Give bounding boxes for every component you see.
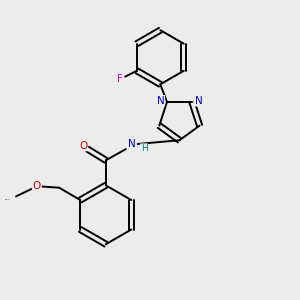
Text: H: H — [141, 144, 148, 153]
Text: O: O — [79, 141, 87, 151]
Text: O: O — [33, 181, 41, 191]
Text: methoxy: methoxy — [4, 199, 11, 200]
Text: O: O — [33, 181, 41, 191]
Text: methoxy: methoxy — [12, 196, 19, 197]
Text: N: N — [128, 140, 136, 149]
Text: N: N — [157, 96, 164, 106]
Text: F: F — [117, 74, 123, 84]
Text: N: N — [194, 96, 202, 106]
